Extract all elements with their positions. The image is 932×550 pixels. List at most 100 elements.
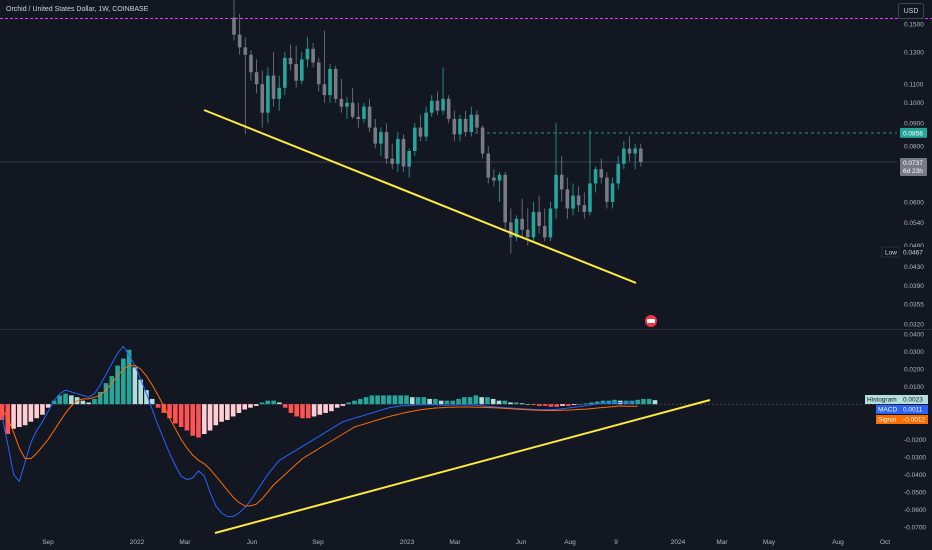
price-axis-tick: 0.1000: [904, 100, 924, 107]
macd-line: [1, 345, 638, 517]
candle-body: [322, 84, 327, 96]
macd-value-bg: [900, 405, 928, 414]
candle-body: [548, 208, 553, 238]
candle: [622, 141, 626, 170]
histogram-bar: [219, 404, 224, 422]
histogram-bar: [311, 404, 317, 417]
histogram-bar: [577, 404, 583, 405]
candle: [639, 143, 643, 167]
histogram-bar: [612, 399, 617, 405]
candle: [288, 44, 293, 71]
candle-body: [260, 84, 265, 113]
candle: [497, 171, 502, 202]
candle: [503, 171, 507, 230]
candle: [266, 67, 270, 124]
time-axis-tick: Mar: [179, 539, 191, 546]
candle: [401, 134, 406, 172]
candle: [616, 156, 620, 190]
histogram-bar: [155, 404, 161, 408]
price-axis-tick: 0.1100: [904, 82, 924, 89]
histogram-bar: [421, 397, 427, 405]
candle-body: [571, 195, 575, 209]
histogram-bar: [225, 404, 230, 420]
candle: [605, 171, 609, 209]
histogram-value: 0.0023: [903, 397, 923, 404]
candle-body: [413, 127, 417, 151]
histogram-bar: [381, 395, 386, 405]
histogram-bar: [0, 404, 5, 420]
price-axis-tick: 0.0540: [904, 220, 924, 227]
candle: [339, 79, 344, 113]
time-axis-tick: 2024: [671, 539, 686, 546]
candle-body: [554, 174, 558, 209]
candle: [610, 177, 615, 209]
price-pane[interactable]: [232, 0, 643, 254]
macd-value: 0.0011: [903, 407, 923, 414]
candle: [520, 198, 524, 238]
candle-body: [616, 163, 620, 184]
macd-axis-tick: 0.0300: [904, 349, 924, 356]
time-axis-tick: Mar: [449, 539, 461, 546]
histogram-bar: [363, 397, 369, 405]
histogram-bar: [566, 404, 571, 406]
histogram-bar: [502, 400, 508, 405]
macd-axis-tick: 0.0400: [904, 332, 924, 339]
histogram-bar: [514, 402, 519, 405]
candle: [367, 98, 372, 133]
histogram-bar: [323, 404, 328, 413]
histogram-bar: [17, 404, 22, 427]
candle-body: [407, 150, 411, 167]
histogram-bar: [571, 404, 577, 406]
histogram-bar: [496, 400, 502, 405]
candle: [542, 208, 547, 242]
histogram-bar: [300, 404, 305, 419]
histogram-bar: [236, 404, 242, 413]
candle: [633, 143, 637, 170]
histogram-bar: [144, 390, 149, 405]
candle-body: [492, 177, 496, 181]
histogram-bar: [80, 400, 86, 405]
price-axis-tick: 0.0430: [904, 264, 924, 271]
time-axis-tick: Jun: [516, 539, 527, 546]
level-price-value: 0.0856: [903, 130, 923, 137]
macd-pane[interactable]: [0, 345, 658, 517]
time-axis-tick: Sep: [42, 539, 54, 546]
candle-body: [588, 183, 592, 212]
candle-body: [396, 138, 400, 164]
histogram-bar: [63, 393, 68, 405]
histogram-bar: [126, 349, 132, 405]
histogram-bar: [386, 395, 392, 405]
macd-trendline: [214, 399, 711, 534]
candle-body: [509, 222, 513, 238]
candle: [463, 110, 468, 137]
candle: [407, 148, 411, 178]
candle-body: [294, 64, 298, 81]
candle: [294, 45, 298, 88]
histogram-bar: [490, 398, 496, 405]
histogram-bar: [161, 404, 167, 413]
candle: [328, 64, 332, 103]
candle-body: [350, 102, 355, 117]
current-price-value: 0.0737: [903, 160, 923, 167]
price-axis-tick: 0.1300: [904, 49, 924, 56]
price-axis-tick: 0.0800: [904, 144, 924, 151]
histogram-bar: [652, 400, 658, 405]
candle: [509, 208, 513, 254]
histogram-bar: [45, 404, 51, 408]
histogram-bar: [369, 395, 375, 405]
histogram-bar: [173, 404, 178, 424]
histogram-bar: [415, 397, 421, 405]
candle-body: [333, 68, 338, 99]
candle-body: [367, 106, 372, 128]
currency-button[interactable]: USD: [898, 3, 924, 19]
candle-body: [610, 183, 615, 202]
time-axis-tick: Jun: [247, 539, 258, 546]
candle: [345, 96, 349, 119]
candle-body: [559, 174, 564, 190]
histogram-bar: [508, 402, 513, 405]
histogram-bar: [253, 404, 259, 406]
histogram-bar: [641, 398, 646, 405]
price-axis-tick: 0.0320: [904, 322, 924, 329]
candle-body: [565, 189, 570, 209]
